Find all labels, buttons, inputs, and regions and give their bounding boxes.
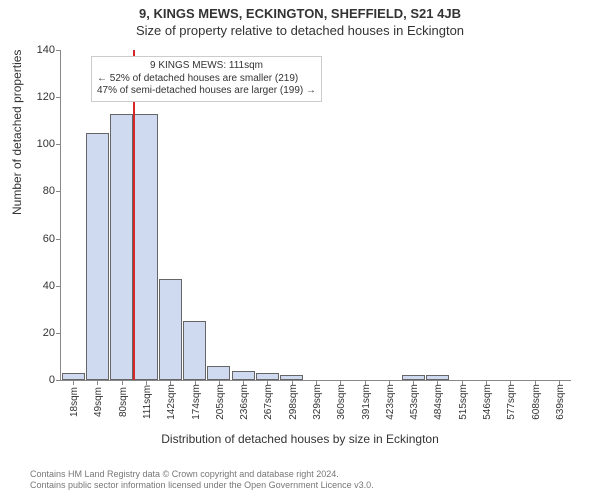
x-tick-label: 298sqm [288, 384, 299, 420]
histogram-bar [207, 366, 230, 380]
histogram-bar [86, 133, 109, 381]
y-tick-mark [56, 50, 61, 51]
x-tick-label: 174sqm [191, 384, 202, 420]
chart-container: 9, KINGS MEWS, ECKINGTON, SHEFFIELD, S21… [0, 0, 600, 500]
y-tick-label: 80 [21, 185, 55, 197]
x-tick-label: 80sqm [118, 387, 129, 417]
plot-area: 02040608010012014018sqm49sqm80sqm111sqm1… [60, 50, 571, 381]
annotation-line3: 47% of semi-detached houses are larger (… [97, 85, 316, 98]
y-tick-mark [56, 239, 61, 240]
y-tick-label: 120 [21, 91, 55, 103]
x-tick-label: 142sqm [166, 384, 177, 420]
x-tick-mark [97, 380, 98, 385]
x-tick-label: 329sqm [312, 384, 323, 420]
x-tick-label: 453sqm [409, 384, 420, 420]
x-tick-label: 205sqm [215, 384, 226, 420]
x-tick-label: 360sqm [336, 384, 347, 420]
footer-line2: Contains public sector information licen… [30, 480, 374, 492]
y-tick-label: 140 [21, 44, 55, 56]
y-tick-mark [56, 97, 61, 98]
x-tick-label: 18sqm [69, 387, 80, 417]
histogram-bar [256, 373, 279, 380]
footer-line1: Contains HM Land Registry data © Crown c… [30, 469, 374, 481]
y-tick-mark [56, 286, 61, 287]
histogram-bar [62, 373, 85, 380]
annotation-line2: ← 52% of detached houses are smaller (21… [97, 73, 316, 86]
y-tick-mark [56, 380, 61, 381]
y-tick-mark [56, 144, 61, 145]
page-title-line1: 9, KINGS MEWS, ECKINGTON, SHEFFIELD, S21… [0, 0, 600, 21]
histogram-bar [183, 321, 206, 380]
x-tick-mark [73, 380, 74, 385]
y-tick-label: 0 [21, 374, 55, 386]
x-tick-label: 484sqm [433, 384, 444, 420]
x-tick-label: 608sqm [531, 384, 542, 420]
y-tick-label: 100 [21, 138, 55, 150]
x-tick-label: 546sqm [482, 384, 493, 420]
x-tick-label: 267sqm [263, 384, 274, 420]
x-tick-label: 391sqm [361, 384, 372, 420]
x-tick-label: 111sqm [142, 385, 153, 419]
x-tick-mark [122, 380, 123, 385]
x-axis-label: Distribution of detached houses by size … [0, 432, 600, 446]
x-tick-label: 236sqm [239, 384, 250, 420]
x-tick-label: 49sqm [93, 387, 104, 417]
histogram-bar [232, 371, 255, 380]
x-tick-label: 577sqm [506, 384, 517, 420]
x-tick-label: 639sqm [555, 384, 566, 420]
annotation-line1: 9 KINGS MEWS: 111sqm [97, 60, 316, 73]
y-tick-label: 60 [21, 233, 55, 245]
y-tick-label: 40 [21, 280, 55, 292]
histogram-bar [159, 279, 182, 380]
footer-attribution: Contains HM Land Registry data © Crown c… [30, 469, 374, 492]
reference-annotation: 9 KINGS MEWS: 111sqm ← 52% of detached h… [91, 56, 322, 102]
x-tick-label: 515sqm [458, 384, 469, 420]
page-title-line2: Size of property relative to detached ho… [0, 21, 600, 42]
histogram-bar [134, 114, 157, 380]
histogram-bar [110, 114, 133, 380]
x-tick-label: 423sqm [385, 384, 396, 420]
y-tick-label: 20 [21, 327, 55, 339]
y-tick-mark [56, 191, 61, 192]
y-tick-mark [56, 333, 61, 334]
